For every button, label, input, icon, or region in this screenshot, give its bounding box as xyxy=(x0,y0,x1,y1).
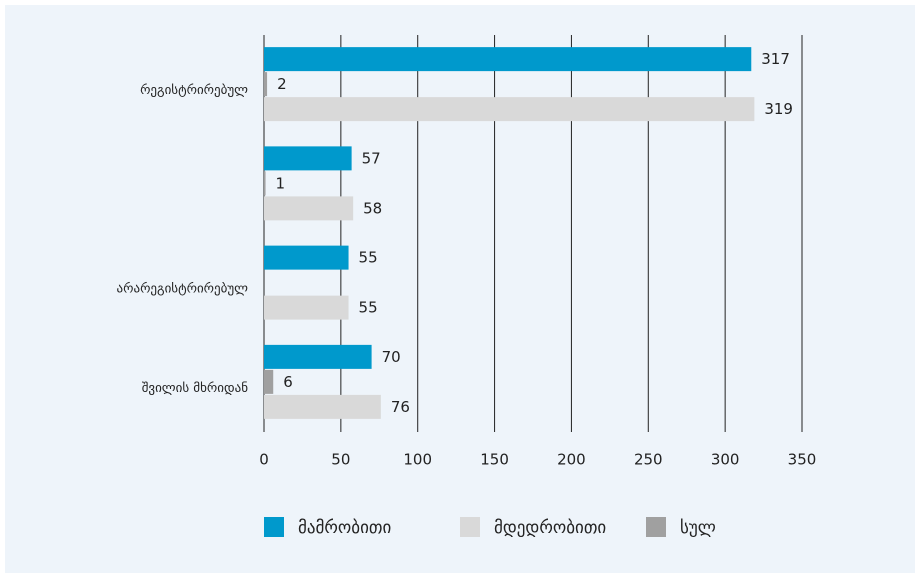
bar xyxy=(264,196,354,221)
x-tick-label: 300 xyxy=(711,451,740,469)
bar xyxy=(264,369,274,394)
x-tick-label: 0 xyxy=(259,451,269,469)
data-label: 55 xyxy=(359,299,378,317)
legend-label: მდედრობითი xyxy=(494,518,606,538)
data-label: 317 xyxy=(761,50,790,68)
x-tick-label: 250 xyxy=(634,451,663,469)
x-tick-label: 100 xyxy=(403,451,432,469)
bar xyxy=(264,146,352,171)
bar xyxy=(264,245,349,270)
x-tick-label: 50 xyxy=(331,451,350,469)
data-label: 76 xyxy=(391,398,410,416)
legend-label: სულ xyxy=(680,518,716,538)
x-tick-label: 350 xyxy=(788,451,817,469)
bar xyxy=(264,344,372,369)
x-tick-label: 200 xyxy=(557,451,586,469)
bar xyxy=(264,394,381,419)
x-tick-label: 150 xyxy=(480,451,509,469)
data-label: 1 xyxy=(276,174,286,192)
legend-label: მამრობითი xyxy=(298,518,391,538)
data-label: 319 xyxy=(764,100,793,118)
y-tick-label: შვილის მხრიდან xyxy=(142,381,249,396)
legend-swatch xyxy=(460,517,480,537)
data-label: 6 xyxy=(283,373,293,391)
data-label: 70 xyxy=(382,348,401,366)
legend-swatch xyxy=(646,517,666,537)
bar xyxy=(264,72,268,97)
bar xyxy=(264,295,349,320)
y-tick-label: რეგისტრირებულ xyxy=(140,83,248,98)
bar xyxy=(264,47,752,72)
data-label: 58 xyxy=(363,199,382,217)
bar xyxy=(264,97,755,122)
bar xyxy=(264,171,266,196)
data-label: 57 xyxy=(362,149,381,167)
legend-swatch xyxy=(264,517,284,537)
data-label: 55 xyxy=(359,249,378,267)
data-label: 2 xyxy=(277,75,287,93)
y-tick-label: არარეგისტრირებულ xyxy=(117,282,249,297)
